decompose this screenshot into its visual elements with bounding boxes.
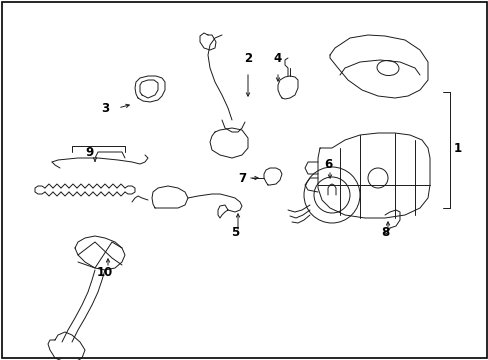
Text: 6: 6	[323, 158, 331, 171]
Text: 10: 10	[97, 266, 113, 279]
Text: 5: 5	[230, 225, 239, 238]
Text: 1: 1	[453, 141, 461, 154]
Text: 9: 9	[86, 145, 94, 158]
Text: 8: 8	[380, 225, 388, 238]
Text: 2: 2	[244, 51, 251, 64]
Text: 4: 4	[273, 51, 282, 64]
Text: 7: 7	[238, 171, 245, 184]
Text: 3: 3	[101, 102, 109, 114]
